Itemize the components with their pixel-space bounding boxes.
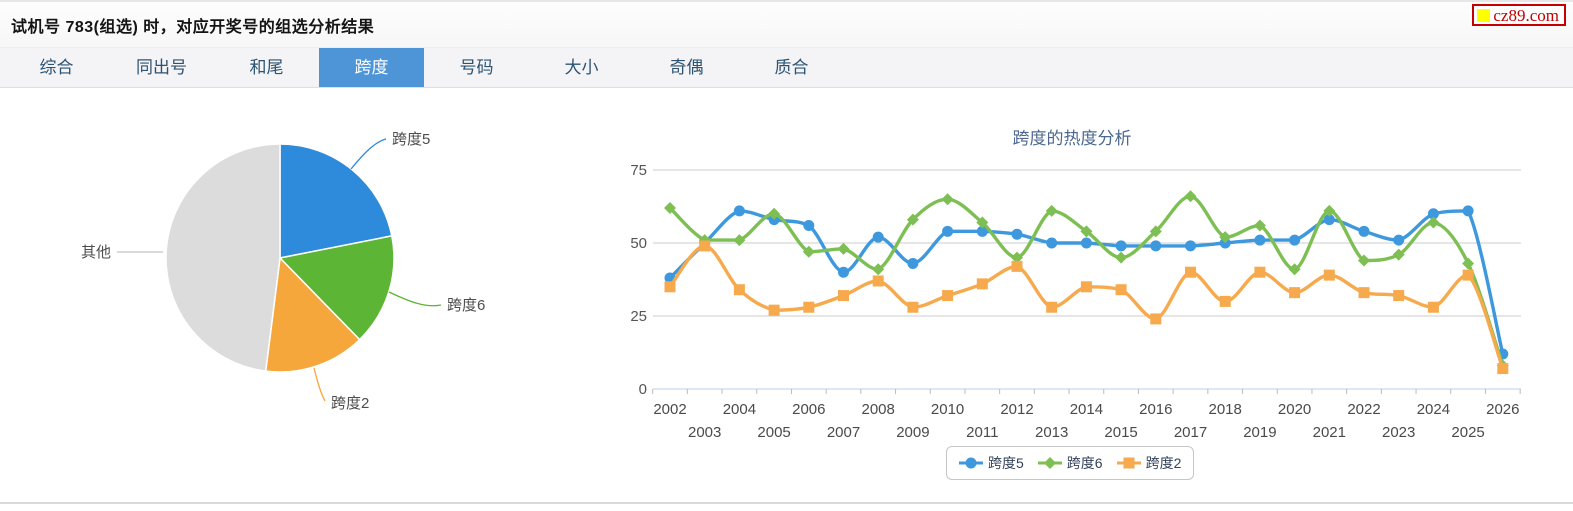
title-bar: 试机号 783(组选) 时，对应开奖号的组选分析结果 cz89.com xyxy=(0,0,1573,48)
svg-text:2018: 2018 xyxy=(1209,401,1242,418)
logo-square-icon xyxy=(1477,8,1491,22)
legend-marker-circle-icon xyxy=(959,457,983,469)
svg-text:2009: 2009 xyxy=(896,424,929,441)
svg-text:2011: 2011 xyxy=(966,424,998,441)
line-chart-svg: 跨度的热度分析755025020022003200420052006200720… xyxy=(630,129,1521,441)
svg-text:2014: 2014 xyxy=(1070,401,1103,418)
legend-label-1: 跨度6 xyxy=(1066,455,1103,471)
svg-text:2004: 2004 xyxy=(723,401,756,418)
tab-item-2[interactable]: 和尾 xyxy=(249,58,284,77)
legend: 跨度5 跨度6 跨度2 xyxy=(946,446,1195,480)
svg-text:2019: 2019 xyxy=(1243,424,1276,441)
tab-bar: 综合 同出号 和尾 跨度 号码 大小 奇偶 质合 xyxy=(0,48,1573,88)
svg-text:2021: 2021 xyxy=(1313,424,1346,441)
pie-chart-svg: 跨度5 跨度6 跨度2 其他 xyxy=(81,131,485,412)
svg-text:2017: 2017 xyxy=(1174,424,1207,441)
svg-text:50: 50 xyxy=(630,235,647,252)
series-2[interactable] xyxy=(664,240,1509,375)
svg-text:2016: 2016 xyxy=(1139,401,1172,418)
tab-item-1[interactable]: 同出号 xyxy=(136,58,187,77)
legend-label-0: 跨度5 xyxy=(988,455,1024,471)
pie-leader-2 xyxy=(313,367,326,402)
pie-label-0: 跨度5 xyxy=(392,131,430,148)
svg-text:2015: 2015 xyxy=(1104,424,1137,441)
svg-text:2026: 2026 xyxy=(1486,401,1519,418)
svg-text:2002: 2002 xyxy=(653,401,686,418)
logo-text: cz89.com xyxy=(1493,5,1559,25)
pie-label-3: 其他 xyxy=(81,244,111,261)
pie-slice-0[interactable] xyxy=(279,143,393,259)
line-chart: 跨度的热度分析 75 50 25 0 2002 2003 2004 2005 2006 2007 20… xyxy=(620,118,1573,448)
legend-label-2: 跨度2 xyxy=(1145,455,1182,471)
svg-text:2023: 2023 xyxy=(1382,424,1415,441)
pie-label-1: 跨度6 xyxy=(447,297,485,314)
legend-item-1[interactable]: 跨度6 xyxy=(1037,453,1103,473)
svg-text:75: 75 xyxy=(630,162,647,179)
legend-marker-square-icon xyxy=(1116,457,1141,469)
svg-text:2003: 2003 xyxy=(688,424,721,441)
tab-item-5[interactable]: 大小 xyxy=(564,58,599,77)
legend-item-2[interactable]: 跨度2 xyxy=(1116,453,1182,473)
svg-text:2022: 2022 xyxy=(1347,401,1380,418)
svg-text:25: 25 xyxy=(630,308,647,325)
svg-text:2010: 2010 xyxy=(931,401,964,418)
svg-text:2020: 2020 xyxy=(1278,401,1311,418)
pie-chart: 跨度5 跨度6 跨度2 其他 xyxy=(55,112,525,422)
svg-text:2005: 2005 xyxy=(757,424,790,441)
svg-text:2008: 2008 xyxy=(862,401,895,418)
bottom-divider xyxy=(0,502,1573,504)
pie-slice-1[interactable] xyxy=(278,235,395,341)
svg-text:2024: 2024 xyxy=(1417,401,1450,418)
svg-text:2025: 2025 xyxy=(1451,424,1484,441)
legend-marker-diamond-icon xyxy=(1037,457,1062,469)
pie-leader-1 xyxy=(388,291,442,307)
tab-item-7[interactable]: 质合 xyxy=(774,58,809,77)
svg-text:2006: 2006 xyxy=(792,401,825,418)
svg-text:0: 0 xyxy=(639,381,647,398)
tab-item-6[interactable]: 奇偶 xyxy=(669,58,704,77)
pie-slice-2[interactable] xyxy=(264,256,361,373)
page-title: 试机号 783(组选) 时，对应开奖号的组选分析结果 xyxy=(11,18,375,36)
pie-slice-3[interactable] xyxy=(165,143,281,372)
tab-item-4[interactable]: 号码 xyxy=(459,58,494,77)
axes: 7550250200220032004200520062007200820092… xyxy=(630,162,1521,441)
legend-item-0[interactable]: 跨度5 xyxy=(959,453,1024,473)
svg-text:2013: 2013 xyxy=(1035,424,1068,441)
site-logo[interactable]: cz89.com xyxy=(1472,4,1566,26)
series-1[interactable] xyxy=(664,190,1509,372)
svg-text:2012: 2012 xyxy=(1000,401,1033,418)
pie-label-2: 跨度2 xyxy=(331,395,369,412)
svg-text:2007: 2007 xyxy=(827,424,860,441)
line-chart-title: 跨度的热度分析 xyxy=(1013,129,1132,148)
pie-leader-0 xyxy=(350,138,387,170)
tab-item-0[interactable]: 综合 xyxy=(39,58,74,77)
tab-item-3[interactable]: 跨度 xyxy=(319,48,424,87)
